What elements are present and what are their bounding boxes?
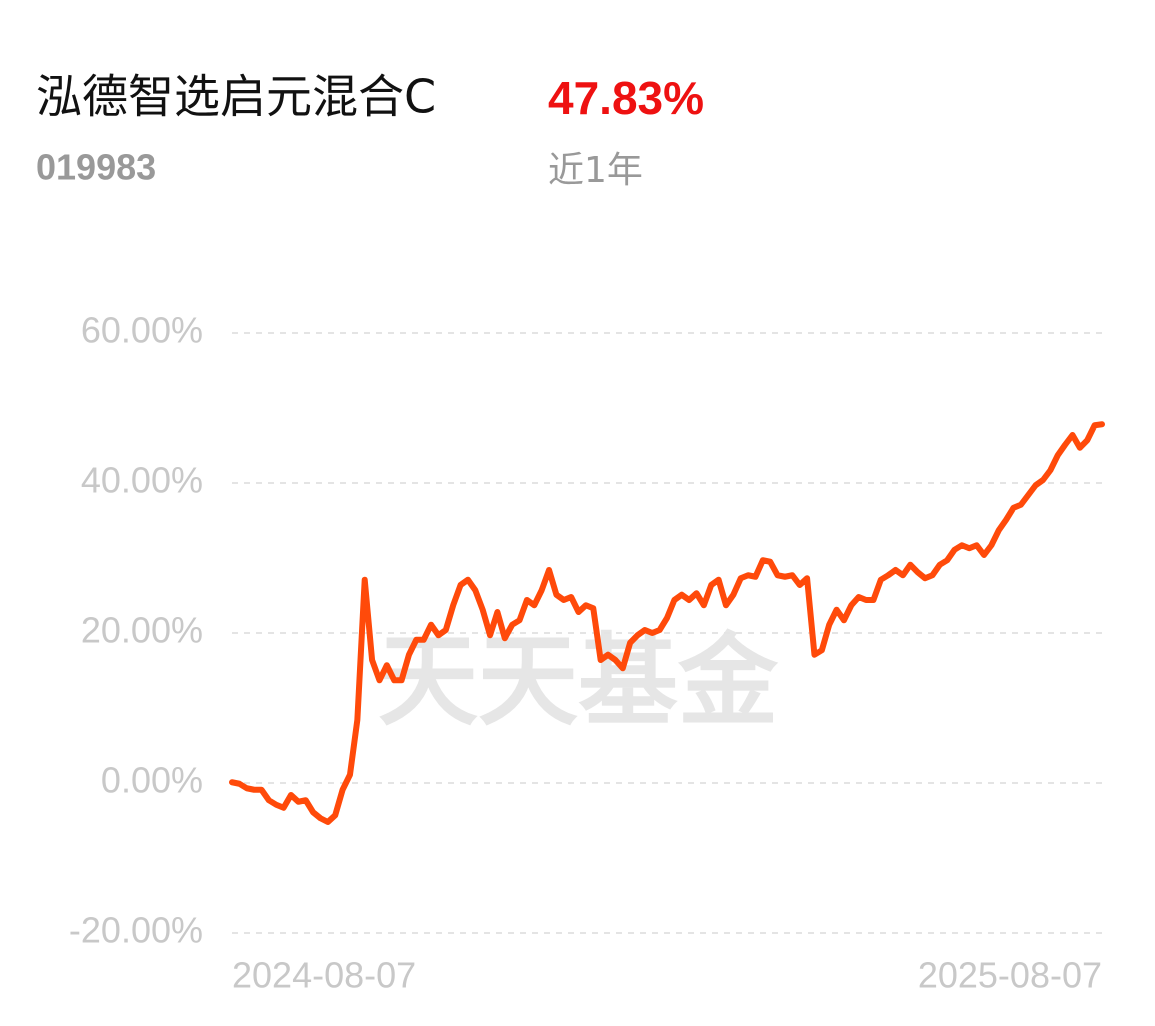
fund-code: 019983 [36, 147, 156, 188]
y-tick-label: 20.00% [81, 610, 203, 651]
watermark: 天天基金 [378, 622, 779, 739]
y-tick-label: 0.00% [101, 760, 203, 801]
series-line [229, 421, 1105, 825]
x-tick-label: 2024-08-07 [232, 955, 416, 996]
x-tick-label: 2025-08-07 [918, 955, 1102, 996]
y-tick-label: 40.00% [81, 460, 203, 501]
fund-name: 泓德智选启元混合C [36, 70, 436, 124]
fund-return: 47.83% [548, 72, 704, 124]
y-tick-label: 60.00% [81, 310, 203, 351]
period-label: 近1年 [548, 150, 643, 191]
y-tick-label: -20.00% [69, 910, 203, 951]
